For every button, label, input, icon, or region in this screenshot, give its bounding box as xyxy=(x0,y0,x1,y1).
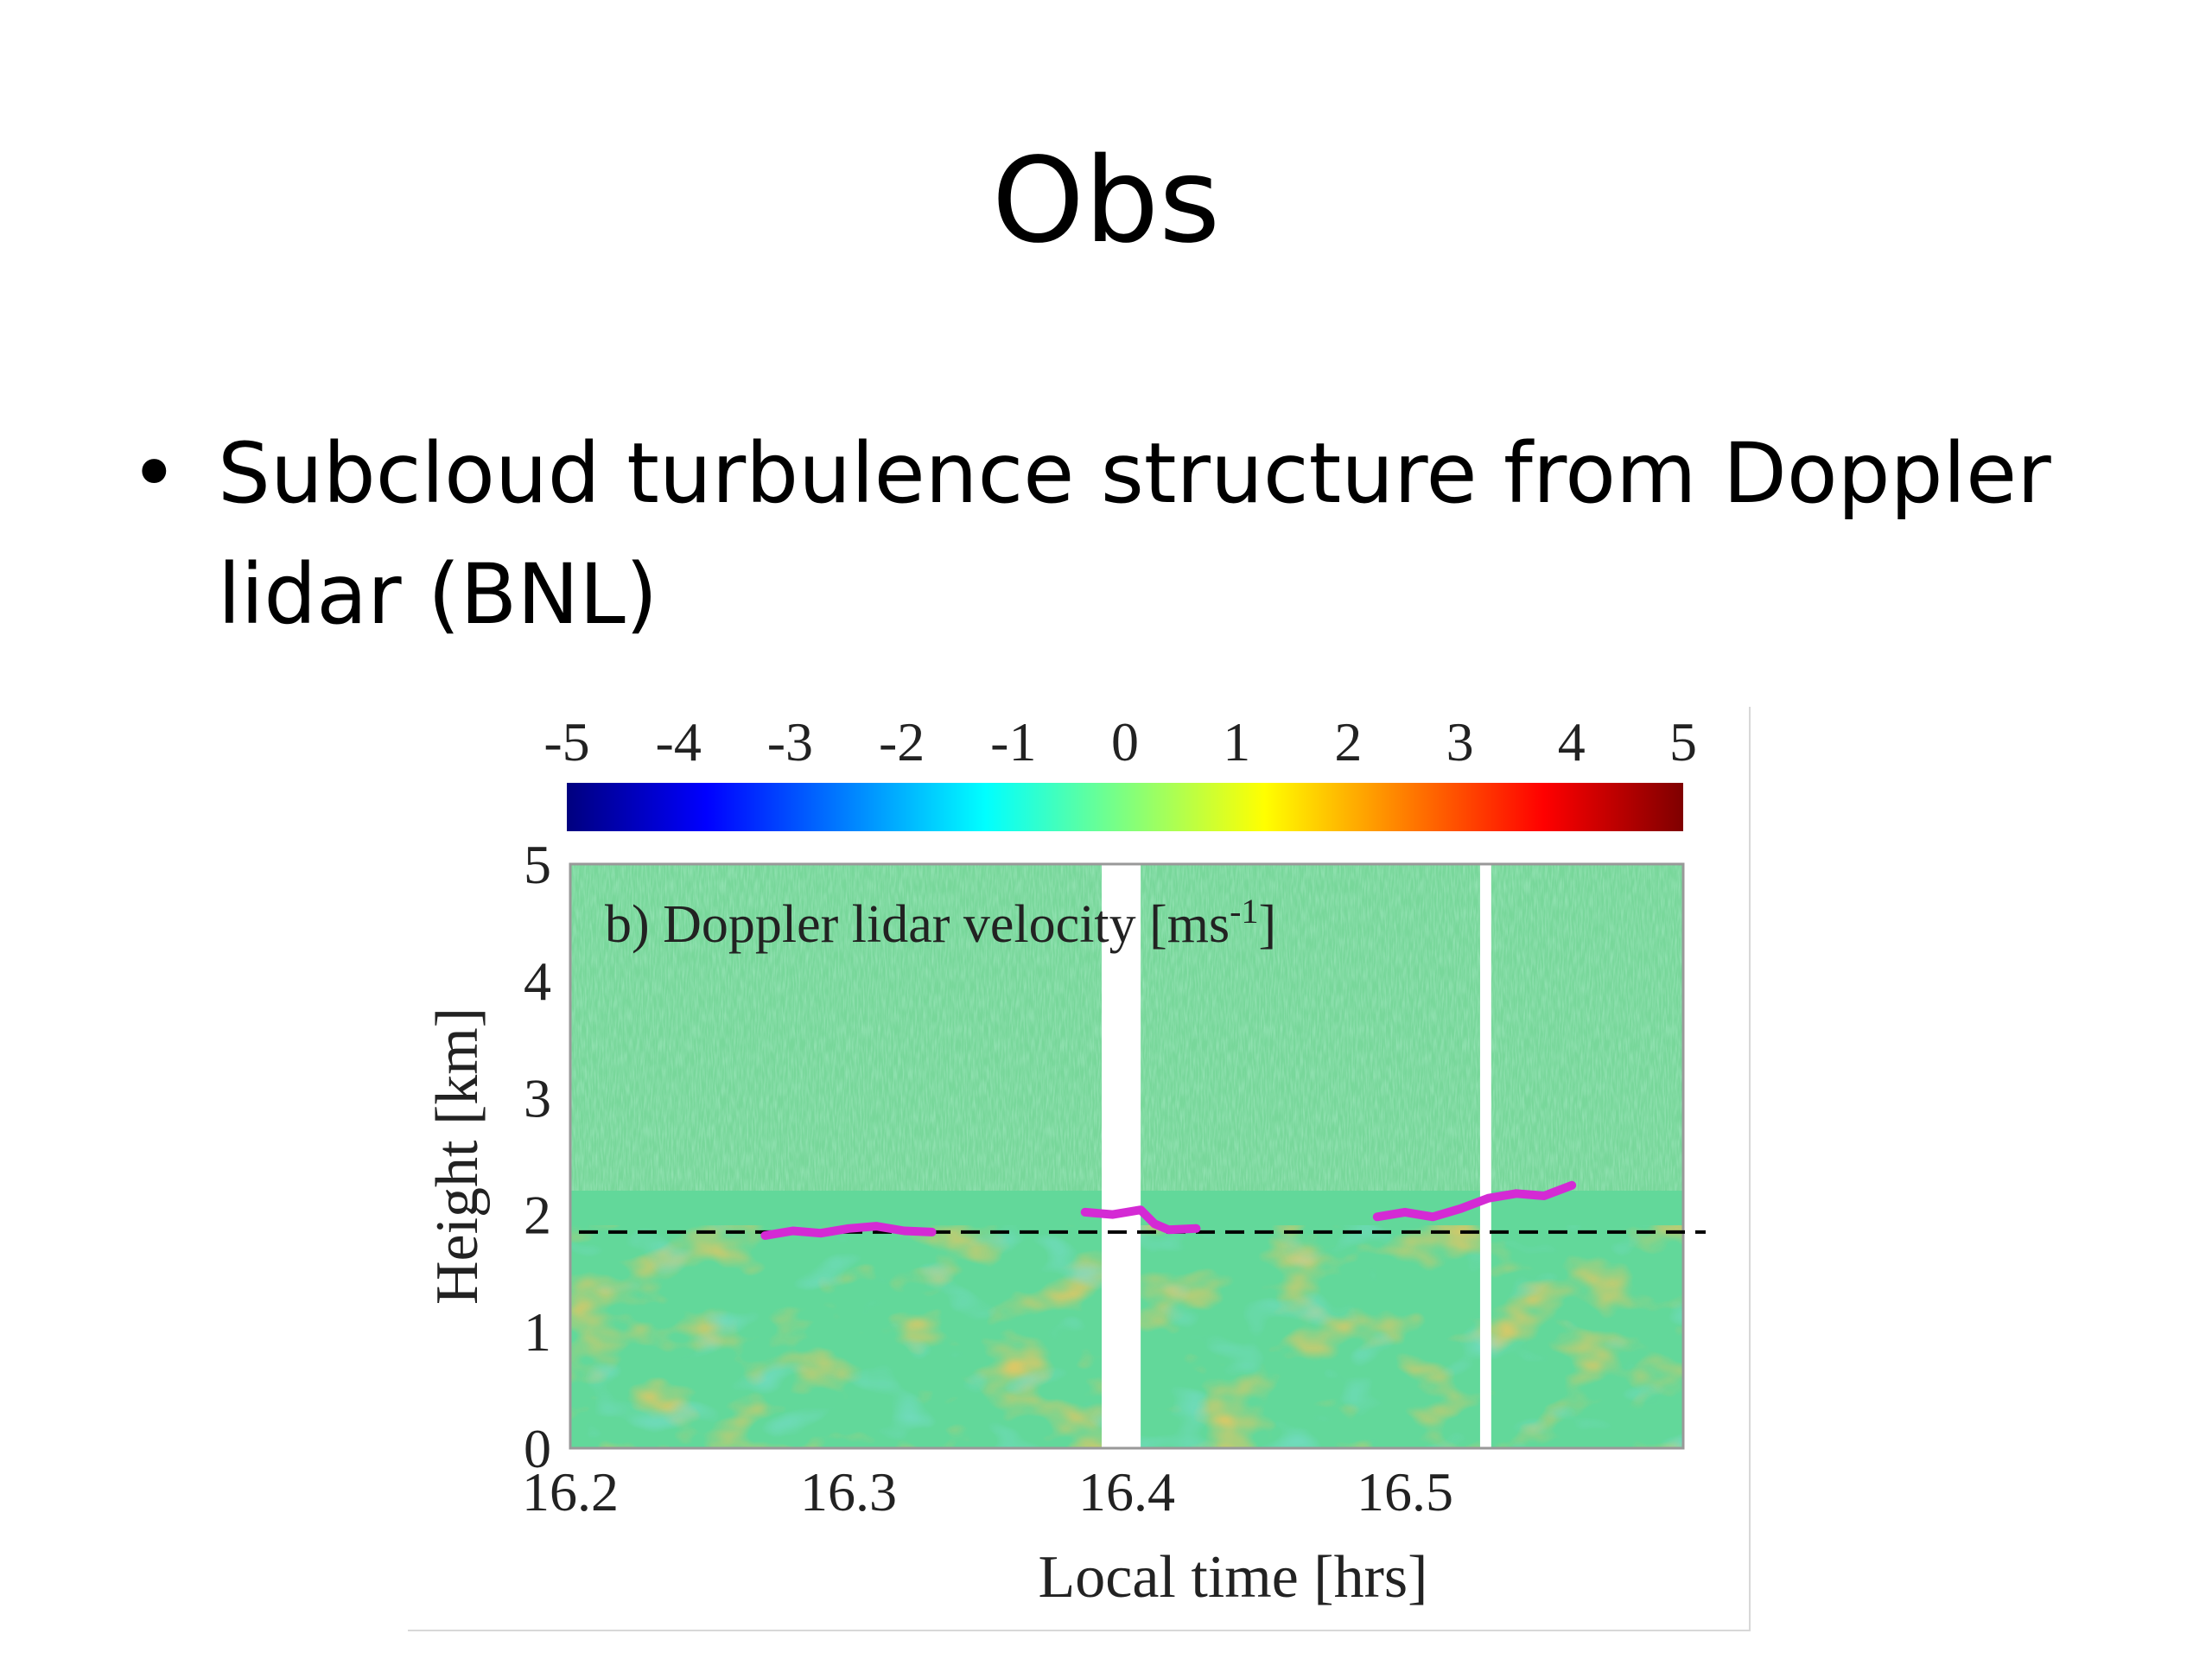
colorbar-tick-label: 4 xyxy=(1558,711,1586,772)
colorbar-tick-label: -3 xyxy=(767,711,813,772)
colorbar-tick-label: 0 xyxy=(1111,711,1139,772)
y-tick-label: 3 xyxy=(524,1067,551,1128)
lidar-chart: -5 -4 -3 -2 -1 0 1 2 3 4 5 b) Doppler lidar veloci… xyxy=(424,711,1706,1611)
colorbar-tick-label: -1 xyxy=(990,711,1036,772)
colorbar-tick-label: 3 xyxy=(1446,711,1474,772)
x-tick-label: 16.5 xyxy=(1357,1461,1453,1522)
colorbar-tick-label: 1 xyxy=(1223,711,1250,772)
bullet-text: Subcloud turbulence structure from Doppl… xyxy=(218,413,2119,655)
y-tick-label: 5 xyxy=(524,834,551,895)
bullet-line-1: Subcloud turbulence structure from Doppl… xyxy=(218,425,2051,522)
panel-label: b) Doppler lidar velocity [ms-1] xyxy=(605,892,1276,954)
colorbar-tick-label: -4 xyxy=(656,711,702,772)
colorbar-tick-label: 2 xyxy=(1334,711,1362,772)
heatmap-plot xyxy=(570,864,1683,1448)
y-tick-label: 2 xyxy=(524,1185,551,1246)
y-axis-label: Height [km] xyxy=(424,1007,491,1305)
cloud-base-segment xyxy=(1372,1180,1577,1222)
colorbar xyxy=(567,783,1683,831)
plot-frame xyxy=(569,862,1685,1450)
colorbar-tick-label: -5 xyxy=(543,711,589,772)
cloud-base-segment xyxy=(760,1222,937,1240)
bullet-marker: • xyxy=(130,425,179,522)
cloud-base-segment xyxy=(1080,1205,1201,1235)
x-tick-label: 16.4 xyxy=(1078,1461,1175,1522)
slide-title: Obs xyxy=(991,133,1221,270)
data-gap xyxy=(1479,864,1491,1448)
x-axis-label: Local time [hrs] xyxy=(1039,1544,1428,1611)
y-tick-label: 4 xyxy=(524,950,551,1012)
x-tick-label: 16.2 xyxy=(522,1461,619,1522)
bullet-line-2: lidar (BNL) xyxy=(218,546,658,643)
y-tick-label: 1 xyxy=(524,1301,551,1363)
colorbar-tick-label: -2 xyxy=(879,711,925,772)
data-gap xyxy=(1102,864,1141,1448)
colorbar-tick-label: 5 xyxy=(1669,711,1697,772)
y-tick-label: 0 xyxy=(524,1418,551,1479)
x-tick-label: 16.3 xyxy=(800,1461,897,1522)
lidar-figure: -5 -4 -3 -2 -1 0 1 2 3 4 5 b) Doppler lidar veloci… xyxy=(408,707,1751,1631)
